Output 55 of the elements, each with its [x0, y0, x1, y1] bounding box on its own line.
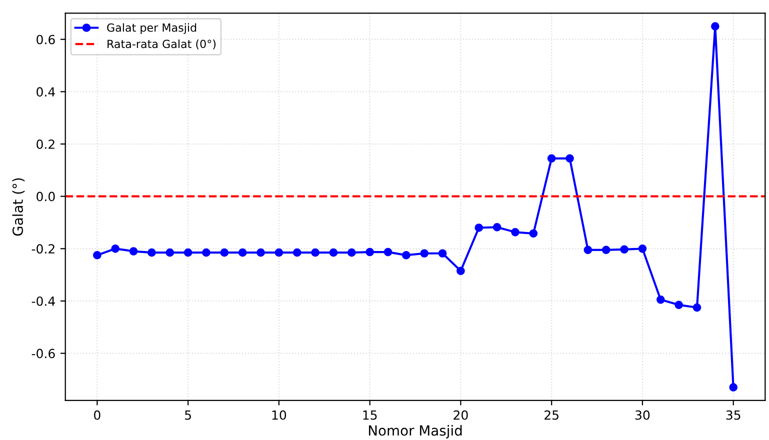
x-tick-label: 35 — [726, 410, 740, 420]
point — [711, 22, 720, 30]
point — [566, 154, 574, 163]
point — [620, 245, 628, 254]
point — [366, 248, 374, 256]
point — [602, 246, 610, 254]
point — [638, 244, 647, 253]
x-tick-label: 15 — [363, 410, 377, 420]
x-tick-label: 0 — [94, 410, 100, 420]
point — [384, 248, 392, 256]
point — [402, 251, 410, 260]
point — [656, 296, 665, 304]
point — [329, 248, 338, 257]
point — [148, 248, 156, 257]
point — [256, 248, 265, 257]
point — [547, 154, 556, 163]
point — [292, 248, 302, 257]
point — [129, 247, 138, 256]
y-axis-title: Galat (°) — [12, 178, 25, 236]
y-tick-label: 0.0 — [36, 192, 55, 202]
point — [184, 248, 192, 257]
point — [474, 224, 484, 232]
point — [238, 248, 247, 257]
y-tick-label: 0.2 — [36, 139, 54, 149]
point — [93, 251, 102, 260]
point — [456, 266, 465, 276]
y-tick-label: -0.2 — [32, 244, 54, 254]
point — [729, 383, 738, 392]
x-tick-label: 30 — [635, 410, 650, 420]
y-tick-label: 0.6 — [36, 34, 55, 44]
x-tick-label: 5 — [185, 410, 191, 420]
point — [529, 229, 538, 238]
y-tick-label: 0.4 — [36, 87, 55, 97]
x-axis-title: Nomor Masjid — [368, 425, 462, 438]
point — [274, 248, 284, 257]
y-tick-label: -0.4 — [32, 296, 55, 306]
x-tick-label: 10 — [272, 410, 286, 420]
point — [692, 303, 702, 312]
point — [492, 223, 502, 232]
legend-label: Galat per Masjid — [107, 23, 196, 34]
x-tick-label: 25 — [544, 410, 558, 420]
point — [420, 249, 429, 258]
point — [166, 248, 174, 257]
point — [347, 248, 356, 257]
point — [111, 244, 120, 253]
point — [674, 300, 683, 310]
point — [202, 248, 210, 257]
point — [220, 248, 229, 257]
point — [584, 246, 592, 254]
point — [311, 248, 320, 257]
y-tick-label: -0.6 — [32, 348, 55, 358]
point — [511, 228, 520, 236]
x-tick-label: 20 — [454, 410, 468, 420]
point — [438, 249, 447, 258]
legend-label: Rata-rata Galat (0°) — [108, 40, 216, 50]
